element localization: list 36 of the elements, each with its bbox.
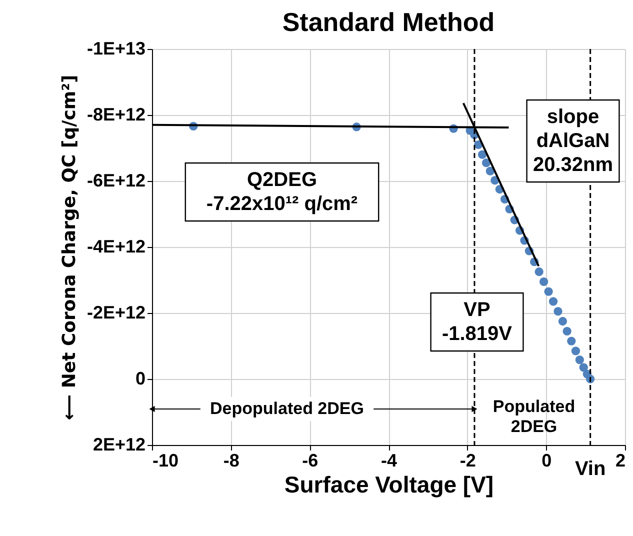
- point: [534, 267, 544, 276]
- point: [558, 316, 568, 326]
- y-tick-label: -1E+13: [86, 38, 146, 58]
- x-tick-label: 2: [615, 450, 626, 470]
- point: [571, 346, 580, 356]
- y-tick-label: -8E+12: [86, 104, 146, 124]
- y-tick-label: -6E+12: [86, 170, 146, 190]
- x-axis-title: Surface Voltage [V]: [284, 472, 494, 498]
- point: [579, 363, 588, 372]
- y-axis-title: ⟵ Net Corona Charge, QC [q/cm²]: [58, 74, 80, 420]
- y-tick-label: 2E+12: [92, 434, 146, 454]
- x-tick-label: -8: [223, 450, 240, 470]
- point: [554, 307, 562, 316]
- y-tick-label: -2E+12: [86, 302, 146, 322]
- y-tick-label: 0: [135, 368, 146, 388]
- ref-line-label: Vin: [574, 458, 606, 480]
- point: [482, 158, 491, 168]
- point: [544, 287, 553, 296]
- point: [548, 297, 558, 306]
- y-tick-label: -4E+12: [86, 236, 146, 256]
- chart-title: Standard Method: [282, 7, 495, 37]
- point: [567, 336, 576, 346]
- x-tick-label: -4: [380, 450, 398, 470]
- annotation: Q2DEG -7.22x10¹² q/cm²: [206, 169, 358, 215]
- annotation: Depopulated 2DEG: [210, 399, 364, 418]
- x-tick-label: -6: [302, 450, 318, 470]
- point: [562, 326, 572, 336]
- point: [575, 356, 584, 364]
- x-tick-label: -10: [152, 450, 179, 470]
- point: [478, 150, 487, 159]
- annotation: slope dAlGaN 20.32nm: [532, 106, 614, 176]
- annotation: VP -1.819V: [442, 299, 513, 345]
- point: [539, 277, 548, 286]
- x-tick-label: -2: [460, 450, 476, 470]
- annotation: Populated 2DEG: [492, 396, 576, 436]
- x-tick-label: 0: [542, 450, 552, 470]
